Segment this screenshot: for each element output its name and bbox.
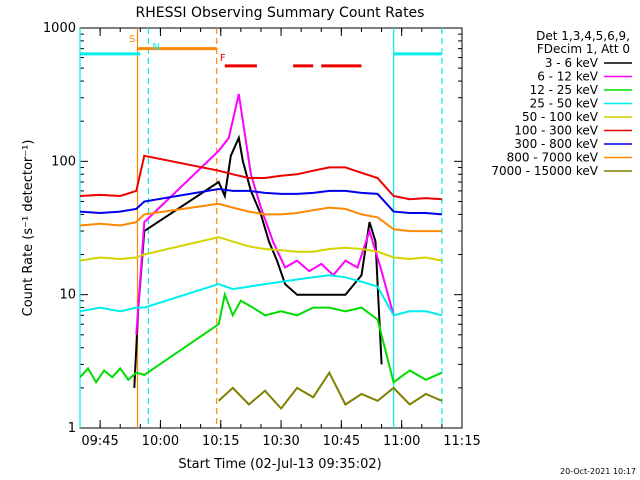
x-tick-label: 10:00 — [142, 434, 179, 449]
legend-entry-label: 50 - 100 keV — [522, 110, 599, 124]
series-line — [79, 202, 442, 233]
interval-annotation-f: F — [220, 53, 226, 64]
legend-entry-label: 100 - 300 keV — [514, 124, 598, 138]
y-tick-label: 1 — [68, 421, 76, 436]
y-tick-label: 100 — [51, 154, 76, 169]
y-tick-label: 1000 — [43, 21, 76, 36]
interval-annotation-s: S — [129, 34, 135, 45]
x-tick-label: 11:15 — [443, 434, 480, 449]
series-line — [218, 370, 443, 411]
legend-entry-label: 7000 - 15000 keV — [491, 164, 598, 178]
series-line — [133, 134, 383, 388]
legend-entry-label: 25 - 50 keV — [530, 97, 599, 111]
x-tick-label: 10:30 — [262, 434, 299, 449]
legend-header-line-2: FDecim 1, Att 0 — [537, 42, 630, 56]
legend-entry-label: 800 - 7000 keV — [507, 151, 599, 165]
x-tick-label: 11:00 — [383, 434, 420, 449]
legend-entry-label: 300 - 800 keV — [514, 137, 598, 151]
legend-header-line-1: Det 1,3,4,5,6,9, — [536, 29, 630, 43]
x-tick-label: 10:45 — [323, 434, 360, 449]
series-line — [135, 93, 395, 335]
legend: Det 1,3,4,5,6,9, FDecim 1, Att 0 3 - 6 k… — [491, 29, 632, 178]
x-tick-label: 09:45 — [81, 434, 118, 449]
x-tick-label: 10:15 — [202, 434, 239, 449]
series-line — [79, 274, 443, 317]
series-line — [79, 291, 443, 385]
y-axis-label: Count Rate (s⁻¹ detector⁻¹) — [21, 140, 36, 317]
x-axis-label: Start Time (02-Jul-13 09:35:02) — [178, 457, 381, 472]
interval-annotation-n: N — [152, 42, 159, 53]
chart-title: RHESSI Observing Summary Count Rates — [136, 5, 425, 21]
series-line — [79, 154, 442, 201]
y-tick-label: 10 — [59, 288, 76, 303]
legend-entry-label: 3 - 6 keV — [545, 56, 599, 70]
generation-date-stamp: 20-Oct-2021 10:17 — [560, 467, 636, 476]
legend-entry-label: 12 - 25 keV — [530, 83, 599, 97]
plot-area: 1 10 100 1000 09:45 10:00 10:15 10:30 10:45 11:00… — [43, 21, 481, 449]
series-line — [79, 187, 442, 216]
series-line — [79, 236, 443, 262]
legend-entry-label: 6 - 12 keV — [537, 70, 599, 84]
